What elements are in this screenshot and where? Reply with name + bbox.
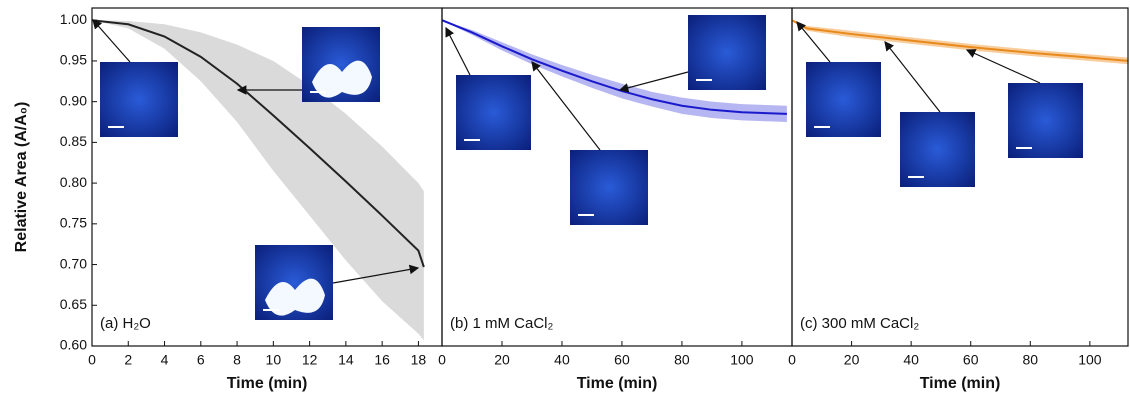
y-tick-label: 0.95: [60, 52, 87, 68]
x-tick-label: 2: [124, 352, 132, 368]
arrow: [445, 26, 471, 76]
y-tick-label: 0.80: [60, 174, 87, 190]
x-axis-label: Time (min): [577, 375, 658, 392]
arrow: [618, 71, 689, 93]
panel-label: (b) 1 mM CaCl₂: [450, 315, 554, 332]
x-tick-label: 8: [233, 352, 241, 368]
x-tick-label: 10: [266, 352, 282, 368]
x-axis-label: Time (min): [227, 375, 308, 392]
panel-label: (c) 300 mM CaCl₂: [800, 315, 919, 332]
y-tick-label: 0.90: [60, 92, 87, 108]
micrograph: [456, 75, 531, 150]
arrow: [965, 49, 1041, 84]
band: [92, 20, 424, 341]
x-tick-label: 100: [730, 352, 754, 368]
x-tick-label: 18: [411, 352, 427, 368]
arrow: [531, 61, 601, 151]
x-tick-label: 0: [788, 352, 796, 368]
arrow: [796, 21, 831, 63]
micrograph: [900, 112, 975, 187]
x-axis-label: Time (min): [920, 375, 1001, 392]
y-tick-label: 0.65: [60, 296, 87, 312]
line: [791, 19, 1129, 62]
micrograph: [1008, 83, 1083, 158]
x-tick-label: 14: [338, 352, 354, 368]
x-tick-label: 12: [302, 352, 318, 368]
arrow: [884, 41, 941, 113]
micrograph: [570, 150, 648, 225]
arrow: [332, 264, 420, 284]
panel-label: (a) H₂O: [100, 315, 151, 332]
micrograph: [688, 15, 766, 90]
x-tick-label: 0: [438, 352, 446, 368]
x-tick-label: 100: [1078, 352, 1102, 368]
line: [441, 19, 787, 115]
x-tick-label: 40: [903, 352, 919, 368]
y-axis-label: Relative Area (A/A₀): [13, 102, 30, 253]
x-tick-label: 20: [494, 352, 510, 368]
x-tick-label: 16: [374, 352, 390, 368]
micrograph-blob: [312, 60, 372, 98]
x-tick-label: 4: [161, 352, 169, 368]
y-tick-label: 0.70: [60, 255, 87, 271]
plot-frame: [791, 7, 1129, 347]
x-tick-label: 60: [614, 352, 630, 368]
x-tick-label: 20: [844, 352, 860, 368]
micrograph-blob: [265, 278, 325, 316]
x-tick-label: 0: [88, 352, 96, 368]
micrograph: [100, 62, 178, 137]
y-tick-label: 1.00: [60, 11, 87, 27]
x-tick-label: 80: [674, 352, 690, 368]
y-tick-label: 0.85: [60, 133, 87, 149]
x-tick-label: 60: [963, 352, 979, 368]
x-tick-label: 80: [1023, 352, 1039, 368]
arrow: [92, 19, 131, 63]
line: [91, 19, 425, 268]
y-tick-label: 0.60: [60, 337, 87, 353]
y-tick-label: 0.75: [60, 215, 87, 231]
x-tick-label: 40: [554, 352, 570, 368]
x-tick-label: 6: [197, 352, 205, 368]
micrograph: [806, 62, 881, 137]
